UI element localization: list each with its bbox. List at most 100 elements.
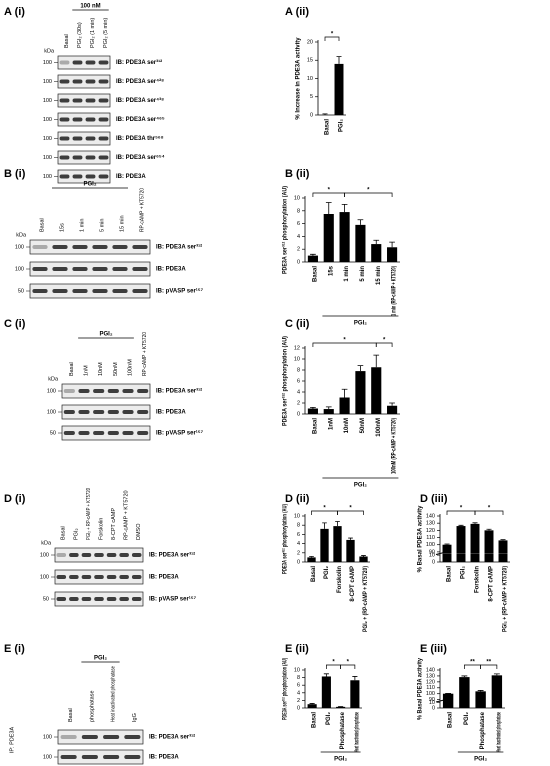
- blot-band: [59, 60, 70, 65]
- blot-band: [119, 597, 129, 601]
- blot-strip: [29, 239, 151, 255]
- error-bar: [309, 556, 314, 558]
- blot-band: [107, 410, 119, 414]
- kda-label: kDa: [44, 48, 55, 54]
- blot-band: [92, 267, 108, 271]
- blot-band: [72, 267, 88, 271]
- x-tick-label: Basal: [312, 266, 318, 282]
- bar: [334, 63, 344, 115]
- bar: [355, 371, 366, 414]
- blot-band: [81, 597, 92, 601]
- x-tick-label: 50nM: [360, 418, 366, 433]
- kda-marker: 100: [40, 552, 49, 558]
- y-tick-label: 2: [297, 400, 300, 406]
- kda-marker: 100: [47, 409, 56, 415]
- significance-bracket: [344, 192, 393, 197]
- kda-label: kDa: [48, 376, 59, 382]
- panel-title: D (iii): [420, 493, 448, 505]
- blot-band: [59, 117, 70, 122]
- lane-label: 10nM: [98, 362, 104, 376]
- y-tick-label: 2: [297, 247, 300, 253]
- lane-label: Basal: [64, 34, 70, 48]
- kda-marker: 100: [43, 174, 52, 180]
- blot-strip: [29, 261, 151, 277]
- blot-strip: [29, 283, 151, 299]
- lane-label: PGI₂ + RP-cAMP + KT5720: [86, 488, 92, 540]
- y-tick-label: 10: [429, 553, 435, 559]
- blot-band: [106, 553, 117, 557]
- y-tick-label: 0: [297, 705, 300, 711]
- significance-label: *: [383, 338, 386, 344]
- x-tick-label: PGI₂: [339, 119, 345, 132]
- y-tick-label: 10: [294, 667, 300, 673]
- blot-band: [63, 389, 75, 393]
- blot-band: [122, 389, 134, 393]
- lane-label: IgG: [132, 713, 138, 722]
- error-bar: [310, 407, 316, 409]
- error-bar: [335, 521, 340, 527]
- y-tick-label: 90: [429, 549, 435, 555]
- blot-band: [85, 79, 96, 84]
- bar: [491, 675, 503, 708]
- blot-band: [106, 575, 117, 579]
- y-tick-label: 4: [297, 690, 300, 696]
- significance-bracket: [446, 510, 476, 515]
- significance-bracket: [312, 192, 345, 197]
- y-tick-label: 10: [294, 513, 300, 519]
- lane-label: RP-cAMP + KT5720: [124, 490, 130, 540]
- antibody-label: IB: PDE3A ser³¹²: [156, 388, 202, 395]
- significance-label: *: [328, 188, 331, 194]
- y-axis-label: % Increase in PDE3A activity: [296, 37, 302, 120]
- antibody-label: IB: PDE3A: [156, 410, 186, 416]
- panel-title: E (i): [4, 643, 25, 655]
- kda-marker: 50: [18, 288, 24, 294]
- x-tick-label: Basal: [447, 566, 453, 582]
- blot-band: [112, 289, 128, 293]
- x-tick-label: Phosphatase: [480, 711, 486, 749]
- blot-band: [72, 155, 83, 160]
- error-bar: [486, 528, 492, 531]
- y-tick-label: 140: [426, 667, 435, 673]
- blot-band: [72, 245, 88, 249]
- significance-bracket: [480, 664, 498, 669]
- blot-band: [56, 553, 67, 557]
- bar: [350, 680, 360, 708]
- blot-band: [60, 755, 77, 759]
- blot-band: [32, 289, 48, 293]
- error-bar: [322, 522, 327, 529]
- blot-strip: [61, 404, 151, 420]
- lane-label: PGI₂ (5 min): [103, 18, 109, 48]
- blot-band: [63, 410, 75, 414]
- lane-label: Basal: [69, 362, 75, 376]
- y-tick-label: 20: [307, 39, 313, 45]
- error-bar: [373, 239, 380, 245]
- x-tick-label: 1nM: [328, 418, 334, 430]
- bar: [307, 255, 318, 262]
- lane-label: 8-CPT cAMP: [111, 508, 117, 540]
- y-tick-label: 4: [297, 234, 300, 240]
- y-tick-label: 0: [297, 559, 300, 565]
- error-bar: [323, 673, 329, 677]
- y-tick-label: 2: [297, 550, 300, 556]
- significance-label: *: [488, 506, 491, 512]
- blot-band: [119, 553, 129, 557]
- kda-marker: 100: [43, 734, 52, 740]
- x-tick-label: 100nM: [376, 418, 382, 437]
- bar: [333, 526, 342, 562]
- lane-label: 1 min: [79, 219, 85, 232]
- break-mark: [435, 699, 445, 703]
- lane-label: PGI₂ (30s): [77, 22, 83, 48]
- bar: [355, 224, 366, 262]
- kda-label: kDa: [41, 540, 52, 546]
- bar: [323, 409, 334, 414]
- bar: [323, 214, 334, 262]
- blot-band: [59, 174, 70, 179]
- antibody-label: IB: PDE3A ser³¹²: [149, 734, 195, 741]
- blot-band: [85, 174, 96, 179]
- lane-label: 5 min: [99, 219, 105, 232]
- panel-title: E (ii): [285, 643, 309, 655]
- error-bar: [493, 673, 500, 676]
- blot-band: [94, 575, 104, 579]
- blot-band: [72, 136, 83, 141]
